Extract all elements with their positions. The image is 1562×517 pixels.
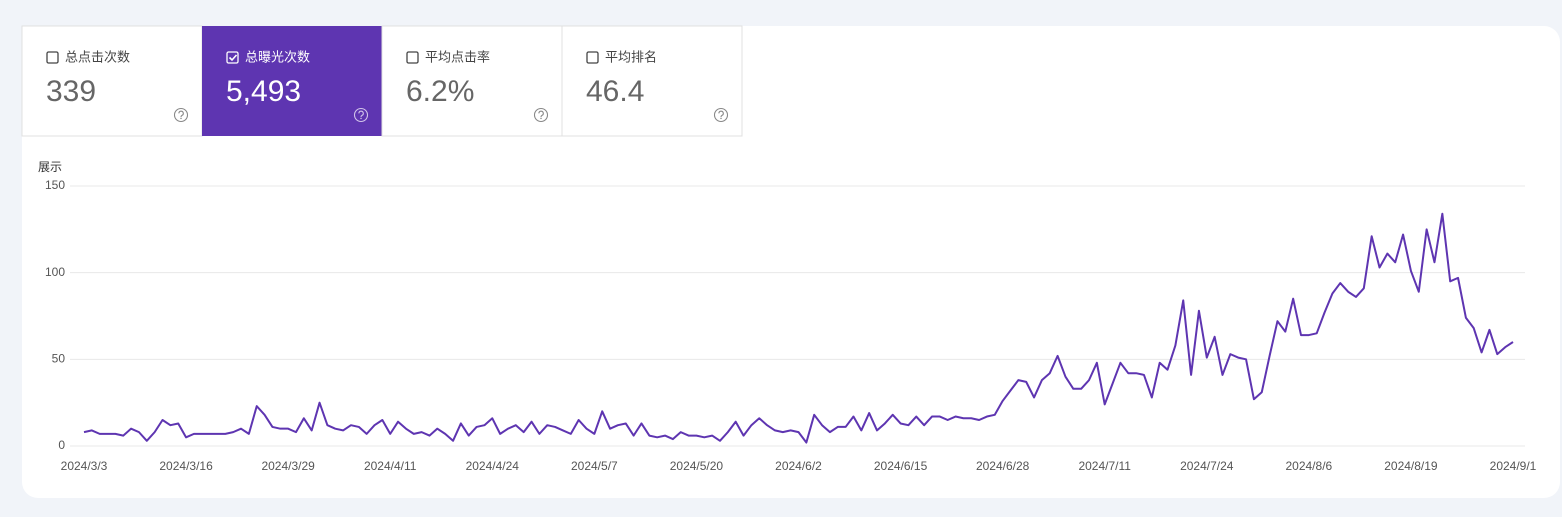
y-tick-label: 100: [45, 265, 65, 279]
x-tick-label: 2024/7/24: [1180, 459, 1234, 473]
metric-value: 5,493: [226, 75, 301, 108]
metric-label: 平均排名: [605, 49, 657, 64]
metric-value: 46.4: [586, 75, 644, 108]
x-tick-label: 2024/6/28: [976, 459, 1030, 473]
help-dot: [360, 117, 362, 120]
x-tick-label: 2024/6/2: [775, 459, 822, 473]
metric-card[interactable]: 总曝光次数 5,493: [202, 26, 382, 136]
x-tick-label: 2024/7/11: [1078, 459, 1131, 473]
x-tick-label: 2024/3/3: [61, 459, 108, 473]
help-glyph: [358, 110, 364, 118]
help-glyph: [178, 110, 184, 118]
metric-card[interactable]: 平均排名 46.4: [561, 25, 743, 137]
checkbox[interactable]: [406, 51, 419, 64]
x-tick-label: 2024/5/20: [670, 459, 724, 473]
y-tick-label: 150: [45, 178, 65, 192]
metric-card[interactable]: 总点击次数 339: [21, 25, 203, 137]
metric-label: 总曝光次数: [245, 49, 310, 64]
x-tick-label: 2024/4/11: [364, 459, 417, 473]
help-circle: [713, 107, 729, 123]
x-tick-label: 2024/5/7: [571, 459, 618, 473]
checkbox[interactable]: [46, 51, 59, 64]
y-tick-label: 50: [52, 352, 66, 366]
checkbox[interactable]: [586, 51, 599, 64]
help-dot: [720, 117, 722, 120]
checkmark: [228, 54, 238, 62]
impressions-line: [83, 212, 1514, 444]
y-tick-label: 0: [58, 438, 65, 452]
x-tick-label: 2024/6/15: [874, 459, 928, 473]
help-icon[interactable]: [353, 107, 369, 123]
x-tick-label: 2024/4/24: [466, 459, 520, 473]
panel-card: [22, 26, 1560, 498]
x-tick-label: 2024/9/1: [1490, 459, 1537, 473]
help-glyph: [718, 110, 724, 118]
help-icon[interactable]: [533, 107, 549, 123]
help-glyph: [538, 110, 544, 118]
help-circle: [353, 107, 369, 123]
metric-label: 平均点击率: [425, 49, 490, 64]
metric-card-bg: [202, 26, 382, 136]
x-tick-label: 2024/8/19: [1384, 459, 1438, 473]
y-axis-label: 展示: [38, 160, 62, 174]
help-dot: [180, 117, 182, 120]
metric-label: 总点击次数: [65, 49, 130, 64]
help-dot: [540, 117, 542, 120]
checkbox[interactable]: [226, 51, 239, 64]
help-circle: [173, 107, 189, 123]
x-tick-label: 2024/3/29: [261, 459, 315, 473]
help-icon[interactable]: [173, 107, 189, 123]
metric-value: 6.2%: [406, 75, 474, 108]
metric-card-bg: [561, 25, 743, 137]
metric-value: 339: [46, 75, 96, 108]
x-tick-label: 2024/3/16: [159, 459, 213, 473]
x-tick-label: 2024/8/6: [1285, 459, 1332, 473]
help-circle: [533, 107, 549, 123]
help-icon[interactable]: [713, 107, 729, 123]
metric-card-bg: [381, 25, 563, 137]
metric-card[interactable]: 平均点击率 6.2%: [381, 25, 563, 137]
